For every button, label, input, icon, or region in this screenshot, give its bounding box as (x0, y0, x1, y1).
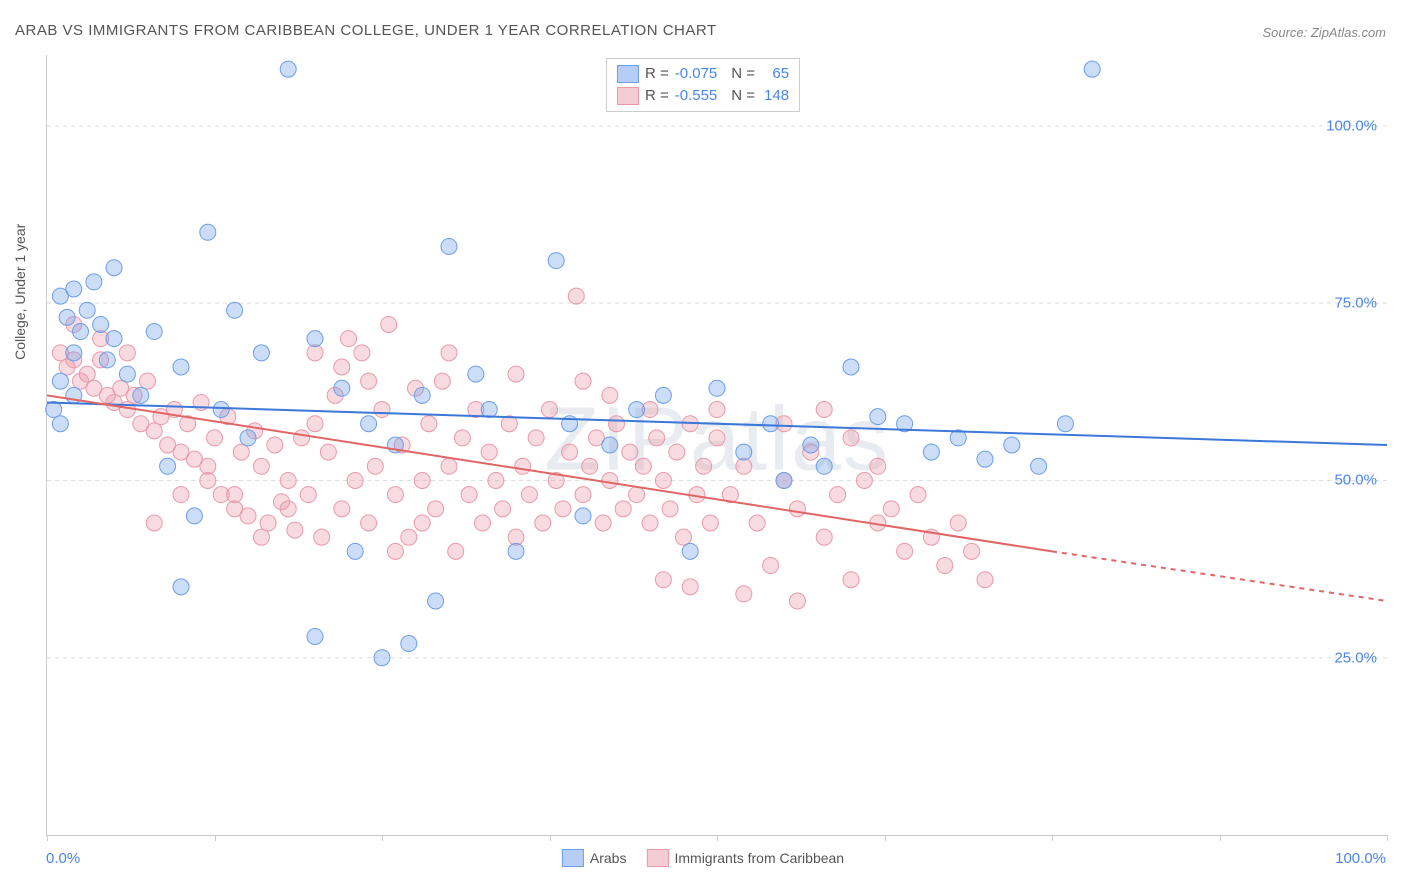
y-tick-label: 100.0% (1326, 117, 1377, 134)
blue-swatch-icon (617, 65, 639, 83)
x-tick (550, 835, 551, 841)
source-attribution: Source: ZipAtlas.com (1262, 25, 1386, 40)
x-tick (1387, 835, 1388, 841)
chart-svg (47, 55, 1387, 835)
x-tick (1052, 835, 1053, 841)
pink-swatch-icon (617, 87, 639, 105)
n-label: N = (731, 85, 755, 107)
legend-row-pink: R = -0.555 N = 148 (617, 85, 789, 107)
plot-area: ZIPatlas 25.0%50.0%75.0%100.0% (46, 55, 1387, 836)
y-axis-title: College, Under 1 year (12, 224, 28, 360)
pink-swatch-icon (646, 849, 668, 867)
n-label: N = (731, 63, 755, 85)
y-tick-label: 25.0% (1334, 649, 1377, 666)
n-value: 148 (761, 85, 789, 107)
x-tick (885, 835, 886, 841)
x-tick (382, 835, 383, 841)
chart-title: ARAB VS IMMIGRANTS FROM CARIBBEAN COLLEG… (15, 22, 717, 39)
legend-item-arabs: Arabs (562, 849, 627, 867)
r-label: R = (645, 63, 669, 85)
n-value: 65 (761, 63, 789, 85)
y-tick-label: 50.0% (1334, 472, 1377, 489)
x-tick (47, 835, 48, 841)
x-tick (717, 835, 718, 841)
r-label: R = (645, 85, 669, 107)
series-legend: Arabs Immigrants from Caribbean (562, 849, 844, 867)
r-value: -0.075 (675, 63, 718, 85)
blue-swatch-icon (562, 849, 584, 867)
x-axis-min-label: 0.0% (46, 850, 80, 867)
x-axis-max-label: 100.0% (1335, 850, 1386, 867)
y-tick-label: 75.0% (1334, 295, 1377, 312)
legend-label: Arabs (590, 850, 627, 866)
correlation-legend: R = -0.075 N = 65 R = -0.555 N = 148 (606, 58, 800, 112)
r-value: -0.555 (675, 85, 718, 107)
x-tick (215, 835, 216, 841)
legend-item-caribbean: Immigrants from Caribbean (646, 849, 844, 867)
legend-label: Immigrants from Caribbean (674, 850, 844, 866)
x-tick (1220, 835, 1221, 841)
legend-row-blue: R = -0.075 N = 65 (617, 63, 789, 85)
